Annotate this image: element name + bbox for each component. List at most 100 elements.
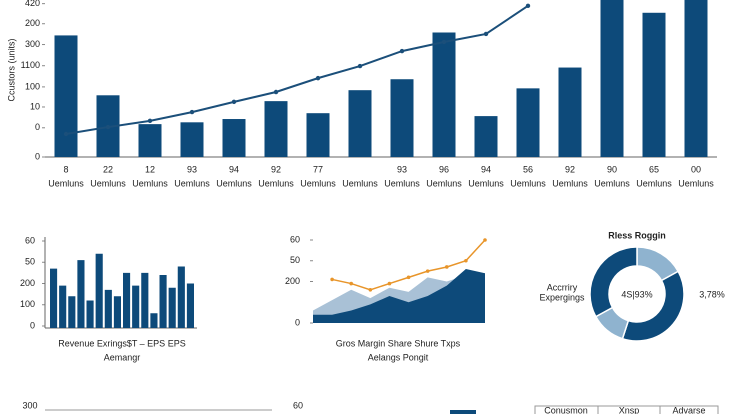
line-point [387, 281, 392, 286]
left-label: Expergings [539, 292, 585, 302]
bar [95, 253, 103, 328]
x-sub-label: Uemluns [258, 178, 294, 188]
x-tick-label: 94 [481, 164, 491, 174]
donut-slice [589, 246, 638, 318]
x-tick-label: 22 [103, 164, 113, 174]
line-point [273, 89, 279, 95]
x-sub-label: Uemluns [552, 178, 588, 188]
bar [54, 35, 78, 158]
y-tick-label: 50 [290, 255, 300, 265]
center-label: 4S|93% [621, 289, 652, 299]
x-sub-label: Uemluns [384, 178, 420, 188]
bar [77, 260, 85, 328]
x-sub-label: Uemluns [300, 178, 336, 188]
y-tick-label: 0 [35, 151, 40, 161]
y-tick-label: 200 [285, 276, 300, 286]
line-point [444, 265, 449, 269]
line-point [425, 269, 430, 273]
line-point [441, 39, 447, 45]
y-tick-label: 60 [25, 235, 35, 245]
x-tick-label: 00 [691, 164, 701, 174]
line-point [349, 281, 354, 286]
y-tick-label: 100 [25, 81, 40, 91]
y-tick-label: 420 [25, 0, 40, 8]
bar [168, 287, 176, 328]
x-tick-label: 56 [523, 164, 533, 174]
x-tick-label: 65 [649, 164, 659, 174]
line-point [399, 48, 405, 54]
bar [306, 113, 330, 157]
x-sub-label: Uemluns [216, 178, 252, 188]
bar [141, 272, 149, 328]
bar [642, 12, 666, 158]
x-tick-label: 77 [313, 164, 323, 174]
bar [132, 285, 140, 328]
chart-title: Rless Roggin [608, 230, 666, 240]
line-point [189, 109, 195, 115]
line-point [357, 63, 363, 69]
y-tick-label: 50 [25, 257, 35, 267]
x-sub-label: Uemluns [48, 178, 84, 188]
x-tick-label: 12 [145, 164, 155, 174]
x-sub-label: Aelangs Pongit [368, 352, 429, 362]
bar [123, 272, 131, 328]
x-sub-label: Uemluns [636, 178, 672, 188]
y-tick-label: 1100 [21, 60, 40, 70]
line [65, 5, 529, 135]
y-tick-label: 0 [295, 317, 300, 327]
bar [684, 0, 708, 157]
x-sub-label: Uemluns [594, 178, 630, 188]
table-header [534, 405, 719, 414]
legend: Revenue Exrings$T – EPS EPS [58, 338, 185, 348]
line-point [63, 131, 69, 137]
x-tick-label: 92 [565, 164, 575, 174]
bar [177, 266, 185, 328]
y-tick-label: 10 [30, 101, 40, 111]
bar [264, 101, 288, 157]
tick-label: 60 [293, 400, 303, 410]
y-tick-label: 300 [25, 39, 40, 49]
left-label: Accrriry [547, 282, 578, 292]
x-tick-label: 8 [63, 164, 68, 174]
bar [138, 124, 162, 157]
bar [180, 122, 204, 157]
bar [159, 275, 167, 328]
bar [150, 313, 158, 328]
x-sub-label: Uemluns [90, 178, 126, 188]
x-tick-label: 94 [229, 164, 239, 174]
bar [390, 79, 414, 157]
side-label: 3,78% [699, 289, 725, 299]
line-point [368, 288, 373, 292]
x-sub-label: Uemluns [678, 178, 714, 188]
bar [432, 32, 456, 158]
y-axis-label: Ccustors (units) [6, 38, 16, 101]
bar [516, 88, 540, 157]
tick-label: 300 [22, 400, 37, 410]
area [313, 269, 485, 323]
line-point [525, 3, 531, 9]
x-tick-label: 96 [439, 164, 449, 174]
bar [348, 90, 372, 157]
y-tick-label: 0 [35, 122, 40, 132]
x-sub-label: Uemluns [342, 178, 378, 188]
line-point [483, 238, 487, 242]
table-header-cell: Xnsp [619, 405, 640, 414]
line-point [406, 275, 411, 280]
y-tick-label: 200 [20, 278, 35, 288]
bar [222, 119, 246, 157]
bar [474, 116, 498, 157]
y-tick-label: 60 [290, 234, 300, 244]
y-tick-label: 100 [20, 299, 35, 309]
bar [50, 268, 58, 328]
x-axis-label: Aemangr [104, 352, 141, 362]
line-point [330, 277, 334, 282]
bar [186, 283, 194, 328]
x-tick-label: 90 [607, 164, 617, 174]
line-point [315, 75, 321, 81]
x-tick-label: 93 [187, 164, 197, 174]
line-point [147, 118, 153, 124]
bar [68, 296, 76, 328]
table-header-cell: Conusmon [544, 405, 588, 414]
table-header-cell: Advarse [672, 405, 705, 414]
